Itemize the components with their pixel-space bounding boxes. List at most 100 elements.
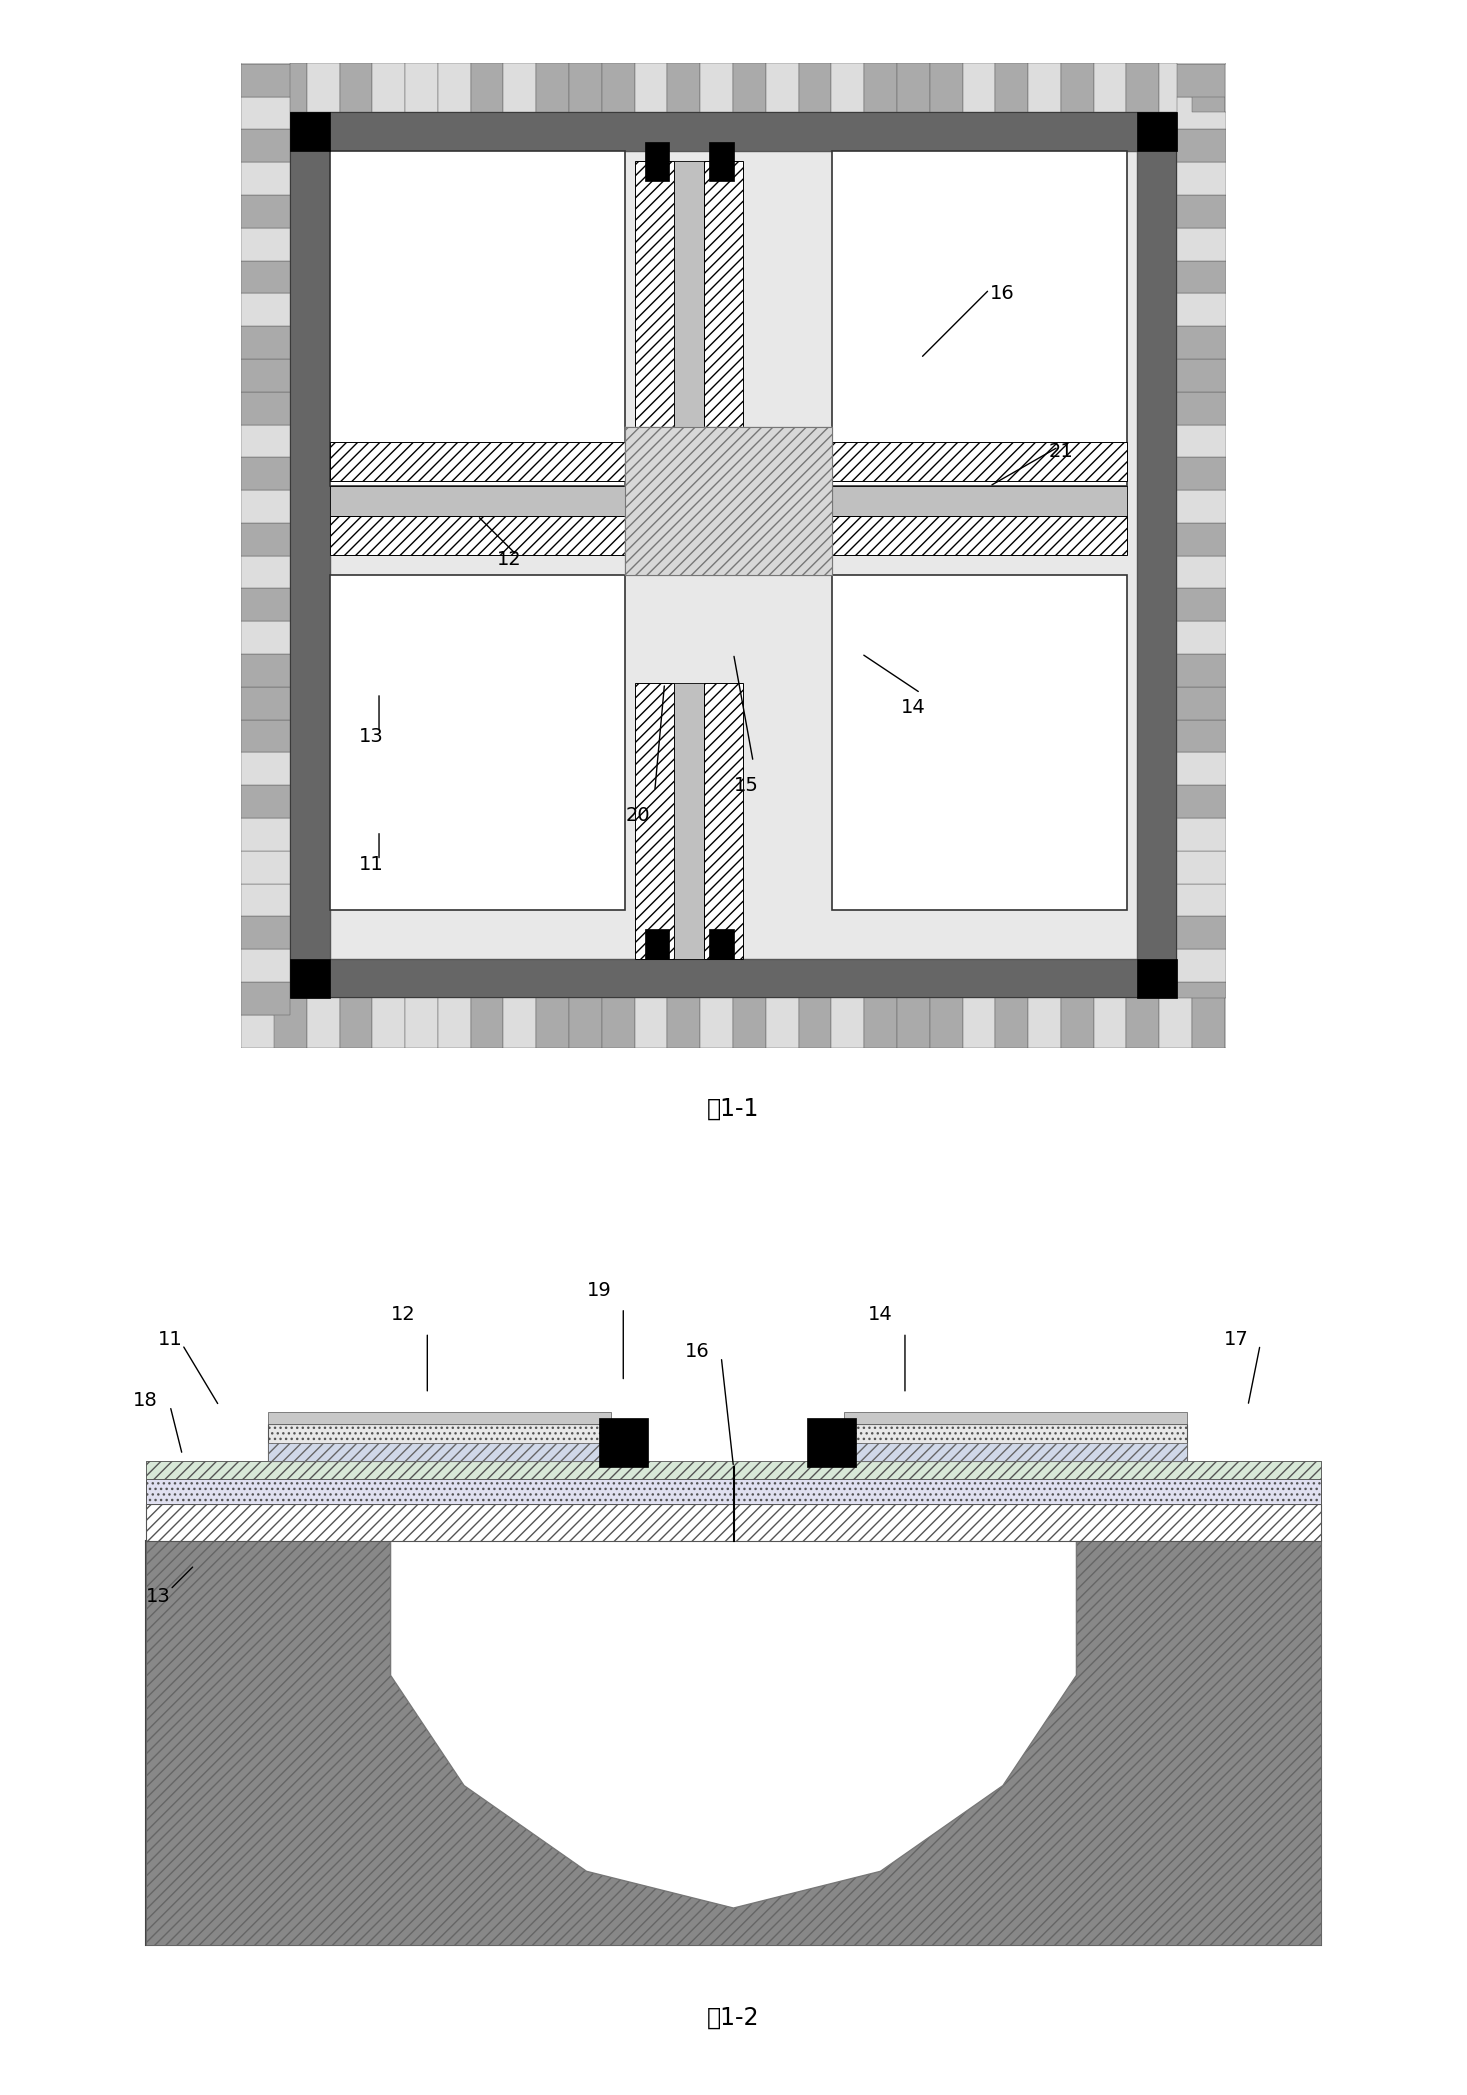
Bar (1177, 916, 1226, 949)
Text: 14: 14 (901, 698, 926, 716)
Bar (439, 63, 471, 111)
Text: 图1-1: 图1-1 (707, 1098, 760, 1121)
Bar (896, 997, 930, 1048)
Bar (1028, 63, 1061, 111)
Bar (145, 1460, 1322, 1479)
Polygon shape (390, 1540, 1077, 1909)
Bar (241, 752, 290, 786)
Bar (1127, 997, 1159, 1048)
Bar (330, 442, 625, 482)
Bar (307, 997, 339, 1048)
Bar (709, 142, 734, 180)
Bar (1199, 1460, 1322, 1540)
Bar (798, 997, 832, 1048)
Bar (625, 427, 832, 574)
Bar (1193, 997, 1225, 1048)
Bar (145, 1479, 1322, 1504)
Bar (569, 997, 601, 1048)
Bar (798, 63, 832, 111)
Text: 11: 11 (158, 1330, 182, 1349)
Bar (700, 63, 734, 111)
Bar (667, 997, 700, 1048)
Bar (1177, 654, 1226, 687)
Bar (307, 63, 339, 111)
Bar (1159, 997, 1193, 1048)
Bar (439, 997, 471, 1048)
Bar (995, 63, 1028, 111)
Bar (625, 427, 832, 574)
Bar (405, 63, 439, 111)
Bar (896, 63, 930, 111)
Bar (667, 63, 700, 111)
Text: 16: 16 (990, 285, 1014, 304)
Text: 18: 18 (133, 1391, 158, 1410)
Bar (1061, 63, 1094, 111)
Bar (832, 486, 1127, 515)
Bar (1127, 63, 1159, 111)
Bar (1225, 997, 1257, 1048)
Bar (330, 151, 1137, 960)
Bar (962, 997, 995, 1048)
Bar (1177, 851, 1226, 884)
Bar (241, 195, 290, 228)
Bar (274, 997, 307, 1048)
Bar (864, 63, 896, 111)
Bar (704, 161, 744, 438)
Bar (241, 851, 290, 884)
Bar (241, 786, 290, 817)
Bar (1159, 63, 1193, 111)
Bar (1225, 63, 1257, 111)
Bar (1177, 327, 1226, 358)
Bar (1177, 293, 1226, 327)
Bar (1028, 997, 1061, 1048)
Bar (700, 997, 734, 1048)
Bar (645, 142, 669, 180)
Bar (625, 427, 832, 574)
Bar (405, 997, 439, 1048)
Bar (569, 63, 601, 111)
Bar (1177, 555, 1226, 589)
Bar (339, 63, 373, 111)
Bar (330, 486, 625, 515)
Bar (1177, 687, 1226, 719)
Bar (832, 151, 1127, 486)
Bar (1137, 111, 1177, 151)
Bar (241, 260, 290, 293)
Bar (290, 111, 330, 151)
Text: 19: 19 (587, 1280, 612, 1299)
Bar (241, 589, 290, 622)
Bar (241, 130, 290, 161)
Bar (241, 490, 290, 524)
Bar (241, 884, 290, 916)
Bar (1177, 228, 1226, 260)
Bar (145, 1540, 1322, 1944)
Bar (241, 31, 290, 63)
Bar (601, 63, 635, 111)
Bar (599, 1418, 648, 1466)
Bar (635, 683, 675, 960)
Bar (241, 228, 290, 260)
Text: 12: 12 (390, 1305, 415, 1324)
Bar (241, 161, 290, 195)
Bar (268, 1412, 612, 1425)
Bar (1061, 997, 1094, 1048)
Bar (807, 1418, 855, 1466)
Bar (241, 457, 290, 490)
Bar (268, 1425, 612, 1460)
Text: 13: 13 (145, 1586, 170, 1607)
Bar (635, 63, 667, 111)
Bar (241, 524, 290, 555)
Bar (373, 997, 405, 1048)
Bar (1177, 817, 1226, 851)
Bar (241, 817, 290, 851)
Bar (145, 1460, 268, 1540)
Bar (675, 683, 704, 960)
Bar (930, 997, 962, 1048)
Bar (241, 327, 290, 358)
Bar (241, 687, 290, 719)
Bar (241, 983, 290, 1014)
Text: 12: 12 (497, 551, 522, 570)
Bar (1177, 260, 1226, 293)
Bar (1177, 884, 1226, 916)
Bar (635, 161, 675, 438)
